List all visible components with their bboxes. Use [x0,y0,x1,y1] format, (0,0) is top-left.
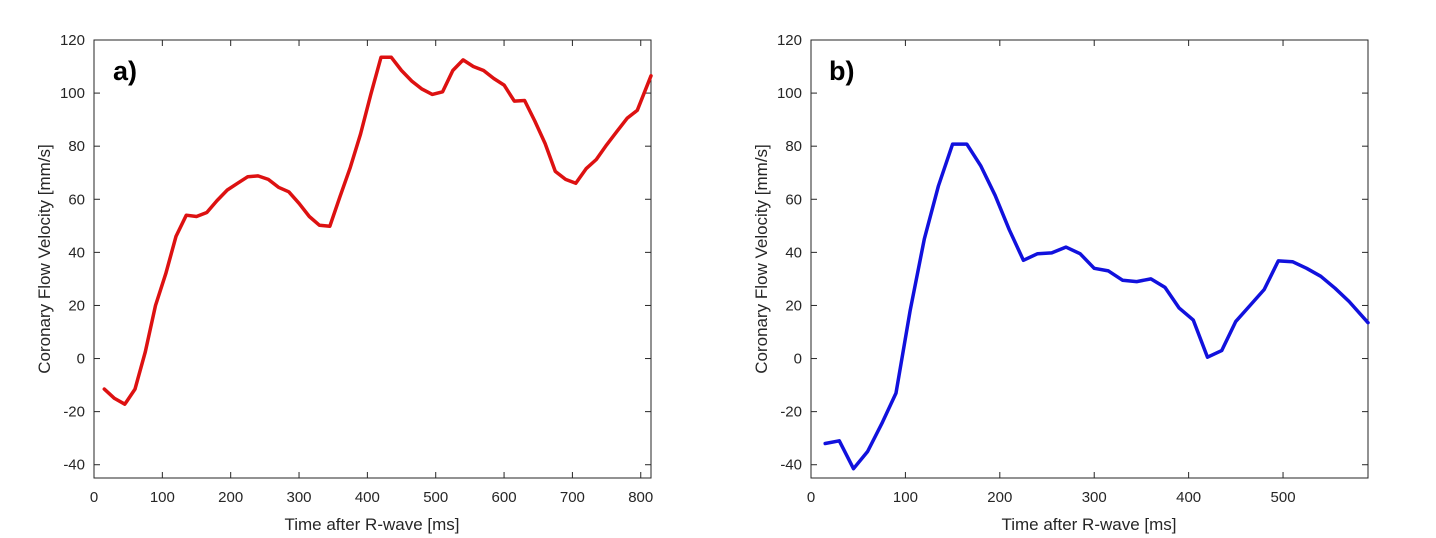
y-tick-label: 40 [785,244,802,261]
x-axis-label: Time after R-wave [ms] [1001,515,1176,534]
y-tick-label: -40 [63,457,85,474]
series-line [823,142,1370,471]
plot-area-frame [810,39,1369,479]
y-tick-label: -20 [780,404,802,421]
x-tick-label: 200 [218,489,243,506]
x-tick-label: 400 [1176,489,1201,506]
y-tick-label: 40 [68,244,85,261]
x-tick-label: 0 [90,489,98,506]
x-tick-label: 300 [287,489,312,506]
tick-group: 0 100 200 300 400 500 -40 -20 0 20 40 60 80 100 120 [777,32,1368,506]
y-tick-label: 60 [68,191,85,208]
panel-a: 0 100 200 300 400 500 600 700 800 -40 -20 0 20 40 60 80… [35,32,653,534]
y-tick-label: 80 [68,138,85,155]
y-tick-label: 80 [785,138,802,155]
x-tick-label: 600 [492,489,517,506]
series-line [102,55,653,406]
x-tick-label: 400 [355,489,380,506]
plot-area-frame [93,39,652,479]
x-tick-label: 200 [987,489,1012,506]
x-tick-label: 500 [423,489,448,506]
y-axis-label: Coronary Flow Velocity [mm/s] [752,144,771,374]
y-tick-label: 20 [68,297,85,314]
x-tick-label: 800 [628,489,653,506]
panel-b: 0 100 200 300 400 500 -40 -20 0 20 40 60 80 100 120 b)… [752,32,1370,534]
x-tick-label: 0 [807,489,815,506]
tick-group: 0 100 200 300 400 500 600 700 800 -40 -20 0 20 40 60 80… [60,32,653,506]
panel-label-b: b) [829,56,854,86]
y-tick-label: -20 [63,404,85,421]
x-tick-label: 100 [893,489,918,506]
x-tick-label: 100 [150,489,175,506]
x-tick-label: 500 [1271,489,1296,506]
y-tick-label: 120 [60,32,85,49]
y-tick-label: 20 [785,297,802,314]
y-tick-label: 0 [77,351,85,368]
y-axis-label: Coronary Flow Velocity [mm/s] [35,144,54,374]
y-tick-label: 100 [60,85,85,102]
y-tick-label: -40 [780,457,802,474]
y-tick-label: 120 [777,32,802,49]
panel-label-a: a) [113,56,137,86]
y-tick-label: 0 [794,351,802,368]
x-axis-label: Time after R-wave [ms] [284,515,459,534]
y-tick-label: 60 [785,191,802,208]
x-tick-label: 700 [560,489,585,506]
x-tick-label: 300 [1082,489,1107,506]
y-tick-label: 100 [777,85,802,102]
